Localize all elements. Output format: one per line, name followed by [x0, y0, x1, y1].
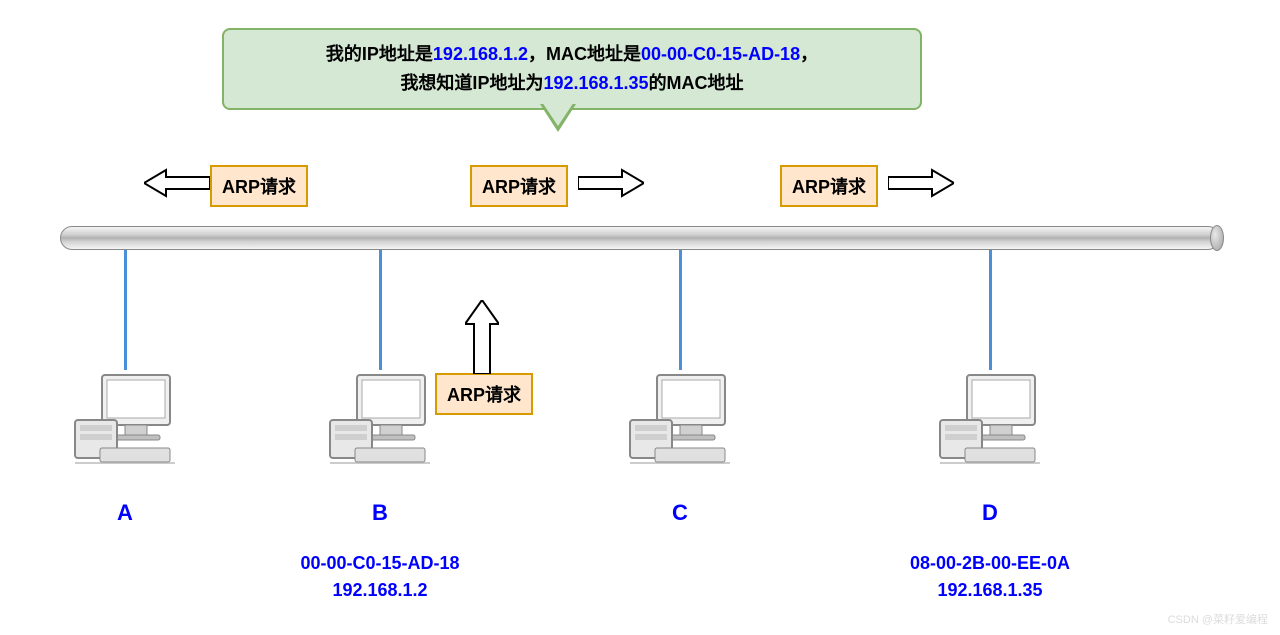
bubble-line1-prefix: 我的IP地址是	[326, 44, 433, 64]
drop-line	[989, 250, 992, 370]
arp-speech-bubble: 我的IP地址是192.168.1.2，MAC地址是00-00-C0-15-AD-…	[222, 28, 922, 110]
arrow-up-icon	[465, 300, 499, 374]
bubble-line2-prefix: 我想知道IP地址为	[400, 73, 543, 93]
drop-line	[124, 250, 127, 370]
arrow-right-icon	[888, 168, 954, 198]
arp-label: ARP请求	[447, 385, 521, 405]
drop-line	[679, 250, 682, 370]
host-label-a: A	[113, 500, 137, 526]
bus-cap-icon	[1210, 225, 1224, 251]
host-label-d: D	[978, 500, 1002, 526]
computer-icon	[70, 370, 180, 465]
watermark: CSDN @菜籽爱编程	[1168, 611, 1268, 627]
host-info-b: 00-00-C0-15-AD-18 192.168.1.2	[270, 550, 490, 604]
bubble-tail-inner-icon	[542, 102, 574, 126]
network-bus	[60, 226, 1220, 250]
host-info-d: 08-00-2B-00-EE-0A 192.168.1.35	[880, 550, 1100, 604]
host-d-ip: 192.168.1.35	[937, 580, 1042, 600]
bubble-line1-suffix: ，	[800, 44, 818, 64]
computer-icon	[935, 370, 1045, 465]
arp-request-box: ARP请求	[470, 165, 568, 207]
arrow-left-icon	[144, 168, 210, 198]
bubble-ip2: 192.168.1.35	[543, 73, 648, 93]
bubble-line1-mid: ，MAC地址是	[528, 44, 641, 64]
arp-request-box: ARP请求	[435, 373, 533, 415]
host-label-b: B	[368, 500, 392, 526]
arp-request-box: ARP请求	[210, 165, 308, 207]
arp-label: ARP请求	[792, 177, 866, 197]
arp-label: ARP请求	[222, 177, 296, 197]
arrow-right-icon	[578, 168, 644, 198]
computer-icon	[625, 370, 735, 465]
drop-line	[379, 250, 382, 370]
host-d-mac: 08-00-2B-00-EE-0A	[910, 553, 1070, 573]
bubble-mac1: 00-00-C0-15-AD-18	[641, 44, 800, 64]
arp-label: ARP请求	[482, 177, 556, 197]
computer-icon	[325, 370, 435, 465]
bubble-line2-suffix: 的MAC地址	[649, 73, 744, 93]
bubble-ip1: 192.168.1.2	[433, 44, 528, 64]
host-b-mac: 00-00-C0-15-AD-18	[300, 553, 459, 573]
host-label-c: C	[668, 500, 692, 526]
arp-request-box: ARP请求	[780, 165, 878, 207]
host-b-ip: 192.168.1.2	[332, 580, 427, 600]
